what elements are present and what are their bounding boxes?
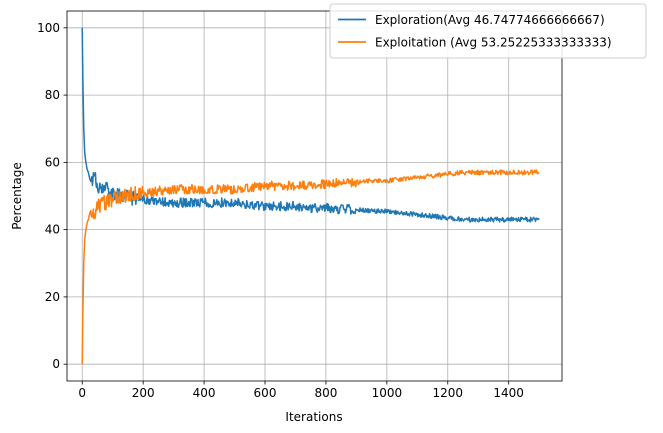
x-gridlines <box>81 11 510 381</box>
x-tick-label: 1200 <box>432 386 463 400</box>
y-tick-labels: 0 20 40 60 80 100 <box>37 21 60 371</box>
y-tick-label: 60 <box>45 155 60 169</box>
axes <box>63 10 563 385</box>
series-line-exploration <box>81 27 540 223</box>
y-tick-label: 0 <box>52 357 60 371</box>
series-line-exploitation <box>81 169 540 365</box>
y-tick-label: 80 <box>45 88 60 102</box>
x-tick-label: 200 <box>132 386 155 400</box>
legend-label-exploration: Exploration(Avg 46.74774666666667) <box>375 13 605 27</box>
legend-label-exploitation: Exploitation (Avg 53.25225333333333) <box>375 36 612 50</box>
x-tick-label: 0 <box>78 386 86 400</box>
series-layer <box>81 27 540 365</box>
legend: Exploration(Avg 46.74774666666667) Explo… <box>329 3 647 59</box>
y-tick-label: 100 <box>37 21 60 35</box>
x-tick-label: 1400 <box>493 386 524 400</box>
x-axis-label: Iterations <box>285 410 342 424</box>
legend-box <box>329 3 647 59</box>
x-tick-labels: 0 200 400 600 800 1000 1200 1400 <box>78 386 524 400</box>
x-tick-label: 600 <box>254 386 277 400</box>
y-tick-label: 40 <box>45 223 60 237</box>
x-tick-label: 400 <box>193 386 216 400</box>
plot-border <box>66 10 563 382</box>
x-tick-label: 800 <box>314 386 337 400</box>
y-tick-label: 20 <box>45 290 60 304</box>
x-tick-label: 1000 <box>372 386 403 400</box>
y-axis-label: Percentage <box>10 162 24 230</box>
